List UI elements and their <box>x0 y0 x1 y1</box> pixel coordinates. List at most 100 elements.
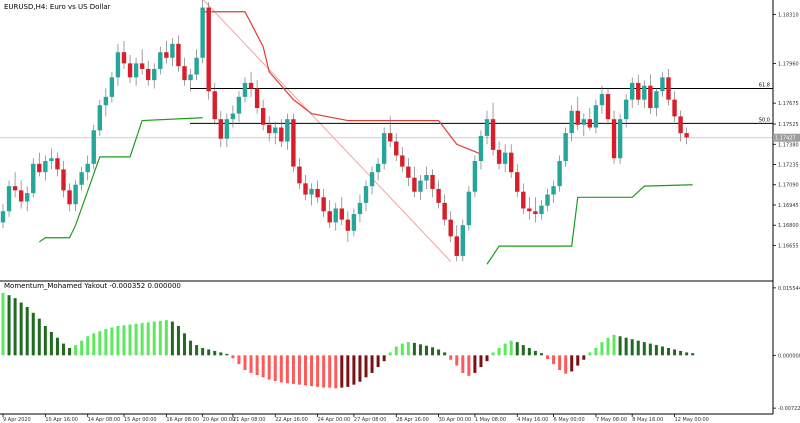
bearish-candle <box>121 41 127 69</box>
trendline <box>202 0 452 262</box>
candle-body <box>509 152 514 173</box>
candle-body <box>31 163 36 194</box>
price-tick-label: 1.16800 <box>778 223 799 229</box>
bearish-candle <box>345 211 351 242</box>
candle-body <box>230 113 236 120</box>
candle-body <box>496 149 502 164</box>
candle-body <box>224 119 230 139</box>
price-tick-label: 1.17090 <box>778 183 799 189</box>
bullish-candle <box>539 200 544 220</box>
price-tick-label: 1.16655 <box>778 243 799 249</box>
candle-body <box>188 74 193 81</box>
indicator-tick-label: 0.015544 <box>778 286 800 292</box>
bearish-candle <box>521 183 526 215</box>
candle-body <box>672 99 677 117</box>
bullish-candle <box>309 183 314 206</box>
candle-body <box>254 88 260 109</box>
candle-body <box>406 166 411 178</box>
bearish-candle <box>267 116 272 142</box>
bearish-candle <box>176 35 181 72</box>
time-tick-label: 12 May 00:00 <box>675 417 709 423</box>
time-tick-label: 16 Apr 08:00 <box>166 417 199 423</box>
candle-body <box>146 68 151 81</box>
candle-body <box>345 219 351 231</box>
candle-body <box>85 163 90 173</box>
candle-body <box>623 99 629 120</box>
price-tick-label: 1.17525 <box>778 122 799 128</box>
candle-body <box>242 82 248 97</box>
bullish-candle <box>230 105 236 128</box>
candle-body <box>551 186 556 195</box>
candle-body <box>375 163 381 173</box>
candle-body <box>605 94 611 120</box>
candle-body <box>442 202 447 220</box>
candle-body <box>43 161 48 173</box>
candle-body <box>61 169 66 191</box>
candle-body <box>49 158 54 162</box>
price-tick-label: 1.16945 <box>778 203 799 209</box>
candle-body <box>297 166 302 184</box>
time-tick-label: 20 Apr 00:00 <box>203 417 236 423</box>
candle-body <box>563 133 568 162</box>
bearish-candle <box>490 102 496 156</box>
bullish-candle <box>381 127 387 170</box>
time-tick-label: 14 Apr 08:00 <box>88 417 121 423</box>
candle-body <box>315 188 320 198</box>
candle-body <box>91 130 96 164</box>
bullish-candle <box>418 174 423 201</box>
bullish-candle <box>188 68 193 92</box>
bullish-candle <box>109 71 115 103</box>
candle-body <box>460 225 465 256</box>
bearish-candle <box>321 188 326 217</box>
candle-body <box>12 186 18 191</box>
bullish-candle <box>79 166 84 191</box>
bullish-candle <box>103 88 109 117</box>
bearish-candle <box>448 211 453 242</box>
bearish-candle <box>260 99 266 131</box>
bullish-candle <box>424 166 429 189</box>
time-tick-label: 22 Apr 16:00 <box>275 417 308 423</box>
bullish-candle <box>581 113 586 136</box>
bearish-candle <box>127 55 133 83</box>
level-label: 61.8 <box>759 82 770 88</box>
candle-body <box>472 161 478 192</box>
bearish-candle <box>248 71 254 97</box>
bullish-candle <box>545 188 550 212</box>
candle-body <box>194 57 199 75</box>
bearish-candle <box>218 110 223 148</box>
bullish-candle <box>599 85 605 114</box>
time-tick-label: 6 May 00:00 <box>554 417 585 423</box>
time-tick-label: 4 May 16:00 <box>517 417 548 423</box>
candle-body <box>575 110 580 125</box>
candle-body <box>369 172 375 187</box>
bullish-candle <box>91 124 96 170</box>
bullish-candle <box>617 113 623 164</box>
bearish-candle <box>575 96 580 131</box>
bullish-candle <box>242 77 248 103</box>
candle-body <box>97 105 102 131</box>
bullish-candle <box>0 204 6 228</box>
candle-body <box>55 158 60 170</box>
bearish-candle <box>636 74 641 106</box>
bearish-candle <box>400 147 405 173</box>
candle-body <box>339 208 344 220</box>
bullish-candle <box>623 94 629 128</box>
candle-body <box>581 119 586 125</box>
price-tick-label: 1.18310 <box>778 13 799 19</box>
candle-body <box>6 186 12 212</box>
bearish-candle <box>37 152 42 177</box>
bullish-candle <box>333 202 338 231</box>
bearish-candle <box>18 180 24 209</box>
bearish-candle <box>496 141 502 170</box>
candle-body <box>236 96 242 114</box>
bullish-candle <box>484 110 490 145</box>
bearish-candle <box>164 41 169 64</box>
bearish-candle <box>297 158 302 189</box>
bullish-candle <box>273 121 278 145</box>
candle-body <box>454 236 459 256</box>
candle-body <box>176 43 181 67</box>
candle-body <box>418 180 423 192</box>
